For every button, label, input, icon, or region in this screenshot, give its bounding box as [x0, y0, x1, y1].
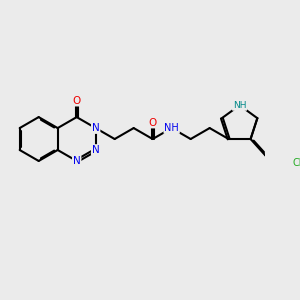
Text: H: H — [236, 101, 243, 110]
Text: N: N — [73, 156, 80, 166]
Text: O: O — [73, 96, 81, 106]
Text: Cl: Cl — [293, 158, 300, 168]
Text: N: N — [92, 123, 100, 133]
Text: NH: NH — [164, 123, 179, 133]
Text: O: O — [148, 118, 157, 128]
Text: NH: NH — [233, 101, 246, 110]
Text: NH: NH — [233, 101, 246, 110]
Text: N: N — [92, 145, 100, 155]
